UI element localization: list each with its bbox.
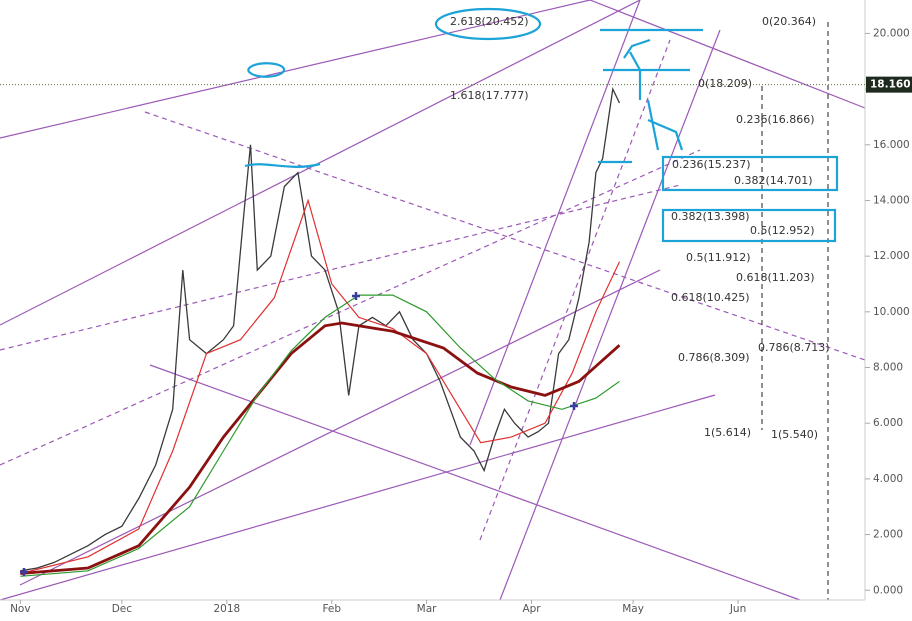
trend-lines [0,0,866,601]
fib-label: 1(5.614) [704,426,751,439]
fib-label: 1(5.540) [771,428,818,441]
y-tick-label: 6.000 [873,417,903,429]
trend-line [149,364,801,601]
trend-line [19,269,661,586]
x-tick-label: Dec [112,603,133,615]
x-tick-label: Apr [522,603,541,615]
fib-label: 0.5(11.912) [686,251,751,264]
y-tick-label: 16.000 [873,139,910,151]
fib-label: 0.382(14.701) [734,174,813,187]
fib-label: 0(20.364) [762,15,816,28]
fib-label: 0.382(13.398) [671,210,750,223]
trend-line [469,0,641,446]
x-tick-label: 2018 [213,603,240,615]
drawn-ellipse [434,7,542,41]
drawn-box [661,155,839,192]
fib-label: 1.618(17.777) [450,89,529,102]
fib-verticals [761,22,829,600]
x-tick-label: Jun [729,603,746,615]
plot [20,86,621,577]
fib-label: 0.786(8.713) [758,341,830,354]
markers [20,292,578,576]
price-axis [865,0,912,621]
trend-line [589,0,866,109]
trend-line [0,0,591,139]
last-price-label: 18.160 [870,79,911,91]
x-tick-label: Feb [322,603,341,615]
fib-label: 2.618(20.452) [450,15,529,28]
dashed-line [479,39,671,541]
price-line [20,198,621,575]
dashed-line [0,149,701,466]
x-tick-label: Mar [417,603,437,615]
price-line [20,86,621,572]
y-tick-label: 20.000 [873,27,910,39]
trend-line [0,0,641,326]
hand-drawings [244,7,839,243]
marker [352,292,360,300]
fib-label: 0.618(11.203) [736,271,815,284]
y-tick-label: 8.000 [873,362,903,374]
marker [570,402,578,410]
fib-label: 0.5(12.952) [750,224,815,237]
y-tick-label: 0.000 [873,584,903,596]
y-tick-label: 10.000 [873,306,910,318]
trend-line [499,29,721,601]
y-tick-label: 12.000 [873,250,910,262]
trend-line [0,394,716,601]
y-tick-label: 14.000 [873,194,910,206]
y-tick-label: 2.000 [873,529,903,541]
last-price-box [866,76,912,93]
drawn-box [661,208,837,243]
fib-label: 0.786(8.309) [678,351,750,364]
price-line [20,321,621,575]
dashed-line [144,111,866,361]
fib-label: 0.618(10.425) [671,291,750,304]
fib-label: 0.236(15.237) [672,158,751,171]
drawn-marks [244,28,703,168]
y-tick-label: 4.000 [873,473,903,485]
x-tick-label: Nov [10,603,31,615]
x-tick-label: May [622,603,644,615]
marker [20,568,28,576]
fib-label: 0(18.209) [698,77,752,90]
fib-label: 0.236(16.866) [736,113,815,126]
